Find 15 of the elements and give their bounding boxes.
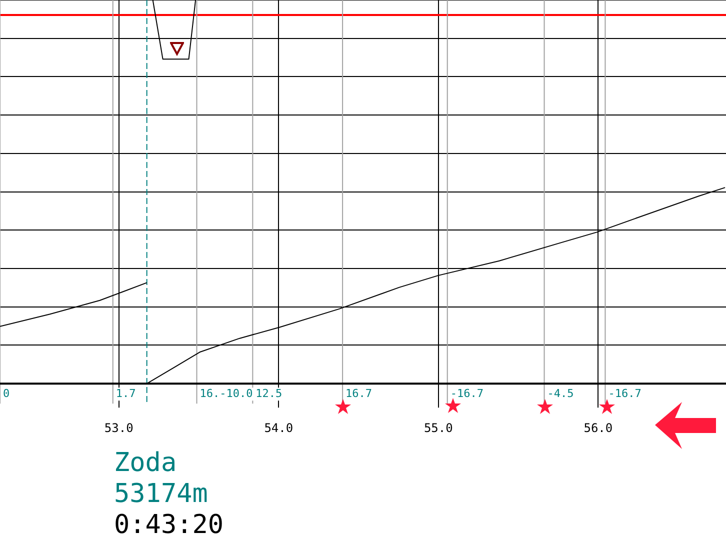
text: Zoda [114, 448, 177, 478]
annotation: 0 [3, 386, 10, 400]
annotation: 12.5 [256, 386, 282, 400]
x-tick-label: 55.0 [424, 420, 453, 435]
annotation: 1.7 [116, 386, 136, 400]
x-tick-label: 56.0 [584, 420, 613, 435]
annotation: 16.7 [346, 386, 372, 400]
annotation: -16.7 [450, 386, 484, 400]
x-tick-label: 54.0 [264, 420, 294, 435]
text: 53174m [114, 479, 208, 509]
x-tick-label: 53.0 [104, 420, 134, 435]
annotation: -16.7 [608, 386, 642, 400]
text: 0:43:20 [114, 510, 224, 540]
annotation: -4.5 [547, 386, 574, 400]
annotation: 16.-10.0 [200, 386, 253, 400]
